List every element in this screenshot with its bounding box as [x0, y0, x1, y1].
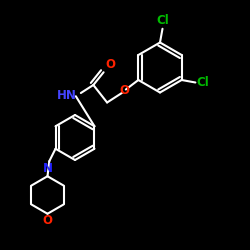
- Text: O: O: [105, 58, 115, 70]
- Text: HN: HN: [57, 88, 77, 102]
- Text: O: O: [120, 84, 130, 96]
- Text: N: N: [42, 162, 52, 175]
- Text: Cl: Cl: [196, 76, 209, 89]
- Text: O: O: [42, 214, 52, 228]
- Text: Cl: Cl: [156, 14, 169, 28]
